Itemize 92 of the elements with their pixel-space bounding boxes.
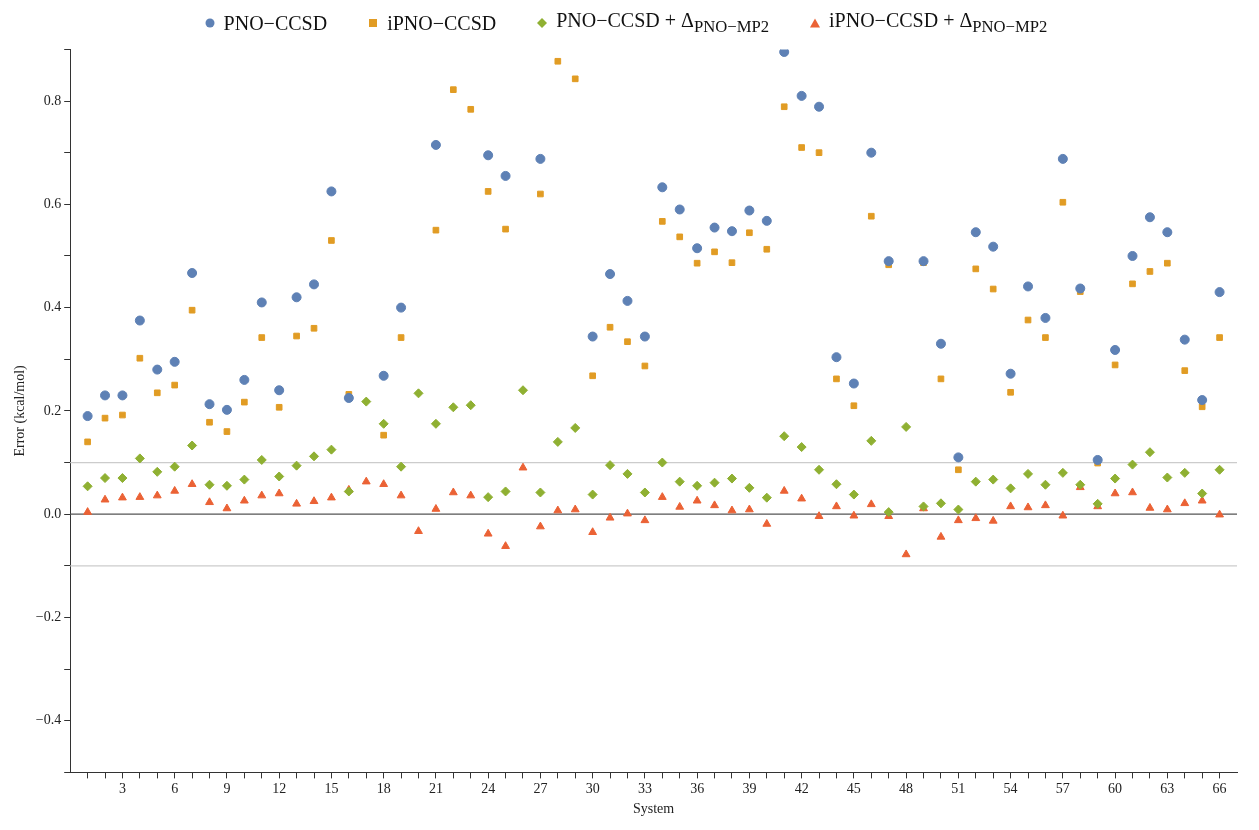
point	[831, 352, 842, 363]
point	[169, 356, 180, 367]
point	[187, 268, 198, 279]
x-tick-label: 30	[585, 781, 600, 797]
x-tick-label: 3	[118, 781, 126, 797]
point	[726, 226, 737, 237]
y-tick-label: 0.4	[43, 299, 62, 315]
point	[970, 227, 981, 238]
point	[1162, 227, 1173, 238]
point	[1092, 454, 1103, 465]
point	[866, 147, 877, 158]
y-axis-title: Error (kcal/mol)	[12, 364, 29, 457]
y-tick-label: 0.6	[43, 196, 62, 211]
x-tick-label: 24	[481, 781, 496, 797]
x-tick-label: 51	[951, 781, 966, 797]
x-axis-title: System	[632, 801, 675, 817]
y-tick-label: −0.2	[35, 609, 62, 625]
point	[1075, 283, 1086, 294]
point	[1214, 287, 1225, 298]
x-tick-label: 60	[1108, 781, 1123, 797]
x-tick-label: 45	[846, 781, 861, 797]
point	[709, 222, 720, 233]
point	[779, 49, 790, 57]
point	[587, 331, 598, 342]
point	[1057, 153, 1068, 164]
point	[378, 370, 389, 381]
point	[674, 204, 685, 215]
point	[935, 338, 946, 349]
point	[326, 186, 337, 197]
point	[657, 182, 668, 193]
y-tick-label: 0.2	[43, 402, 62, 418]
point	[291, 292, 302, 303]
point	[1144, 212, 1155, 223]
x-tick-label: 33	[637, 781, 652, 797]
x-tick-label: 21	[428, 781, 443, 797]
point	[152, 364, 163, 375]
point	[848, 378, 859, 389]
x-tick-label: 18	[376, 781, 391, 797]
point	[1197, 395, 1208, 406]
y-tick-label: 0.8	[43, 92, 62, 108]
point	[343, 392, 354, 403]
x-tick-label: 39	[742, 781, 757, 797]
x-tick-label: 54	[1003, 781, 1018, 797]
point	[82, 411, 93, 422]
x-tick-label: 15	[324, 781, 339, 797]
point	[117, 390, 128, 401]
legend-label: iPNO−CCSD + Δ$_{PNO−MP2}$	[829, 9, 1048, 37]
point	[134, 315, 145, 326]
point	[1127, 250, 1138, 261]
x-tick-label: 6	[171, 781, 179, 797]
point	[744, 205, 755, 216]
legend-label: PNO−CCSD + Δ$_{PNO−MP2}$	[556, 9, 770, 37]
point	[396, 302, 407, 313]
y-tick-label: −0.4	[35, 712, 62, 728]
point	[239, 374, 250, 385]
point	[814, 101, 825, 112]
point	[274, 385, 285, 396]
point	[761, 215, 772, 226]
point	[639, 331, 650, 342]
x-tick-label: 27	[533, 781, 548, 797]
point	[1179, 334, 1190, 345]
x-tick-label: 9	[223, 781, 231, 797]
point	[605, 269, 616, 280]
point	[1005, 368, 1016, 379]
x-tick-label: 36	[690, 781, 705, 797]
point	[221, 404, 232, 415]
point	[883, 256, 894, 267]
point	[692, 243, 703, 254]
point	[988, 241, 999, 252]
x-tick-label: 48	[899, 781, 914, 797]
point	[500, 170, 511, 181]
point	[100, 390, 111, 401]
x-tick-label: 63	[1160, 781, 1175, 797]
point	[204, 399, 215, 410]
point	[256, 297, 267, 308]
legend-label: iPNO−CCSD	[387, 11, 497, 35]
point	[309, 279, 320, 290]
point	[483, 150, 494, 161]
point	[622, 295, 633, 306]
point	[535, 153, 546, 164]
x-tick-label: 12	[272, 781, 287, 797]
x-tick-label: 57	[1055, 781, 1070, 797]
point	[1040, 312, 1051, 323]
x-tick-label: 66	[1212, 781, 1227, 797]
x-tick-label: 42	[794, 781, 809, 797]
point	[1023, 281, 1034, 292]
point	[1110, 344, 1121, 355]
legend-label: PNO−CCSD	[223, 11, 328, 35]
point	[953, 452, 964, 463]
point	[430, 139, 441, 150]
y-tick-label: 0.0	[43, 505, 62, 521]
point	[796, 90, 807, 101]
